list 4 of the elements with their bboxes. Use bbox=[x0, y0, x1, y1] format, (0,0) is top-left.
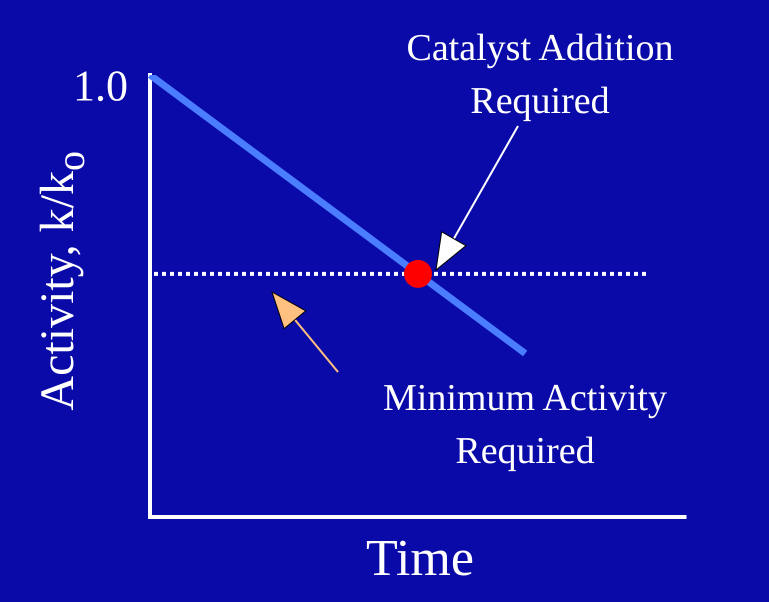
annotation: Catalyst Addition Required bbox=[405, 26, 675, 124]
x-axis-title: Time bbox=[365, 529, 475, 589]
ref-line-label: Minimum Activity Required bbox=[382, 376, 668, 474]
text: 1.0 bbox=[73, 62, 128, 111]
